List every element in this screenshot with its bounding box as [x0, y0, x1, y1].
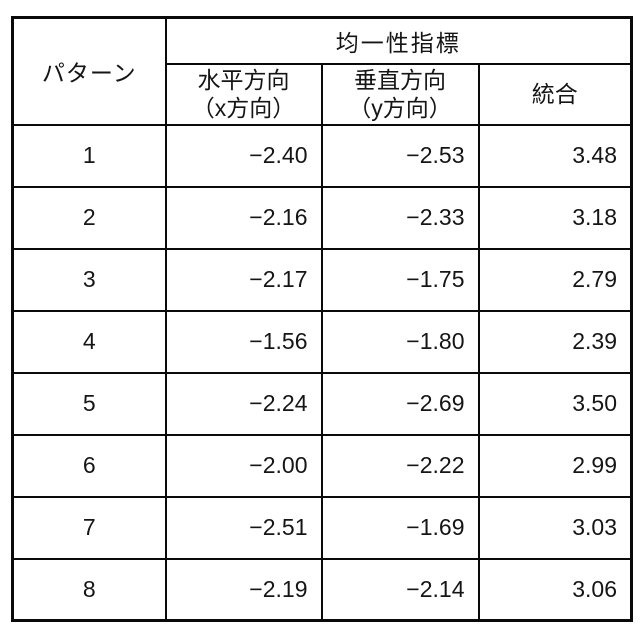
value-cell-x: −2.17 — [164, 247, 323, 312]
table-row: 3 −2.17 −1.75 2.79 — [11, 247, 633, 312]
header-horizontal: 水平方向 （x方向） — [164, 62, 323, 126]
table-row: 4 −1.56 −1.80 2.39 — [11, 309, 633, 374]
value-cell-total: 3.50 — [477, 371, 633, 436]
pattern-cell: 4 — [11, 309, 167, 374]
pattern-cell: 6 — [11, 433, 167, 498]
table-row: 8 −2.19 −2.14 3.06 — [11, 557, 633, 622]
value-cell-x: −2.16 — [164, 185, 323, 250]
pattern-cell: 3 — [11, 247, 167, 312]
table-row: 5 −2.24 −2.69 3.50 — [11, 371, 633, 436]
value-cell-y: −2.14 — [320, 557, 480, 622]
value-cell-y: −2.53 — [320, 123, 480, 188]
header-horizontal-line1: 水平方向 — [197, 67, 290, 93]
pattern-cell: 8 — [11, 557, 167, 622]
value-cell-x: −2.24 — [164, 371, 323, 436]
value-cell-total: 3.03 — [477, 495, 633, 560]
pattern-cell: 7 — [11, 495, 167, 560]
value-cell-y: −2.22 — [320, 433, 480, 498]
value-cell-total: 3.18 — [477, 185, 633, 250]
value-cell-x: −2.51 — [164, 495, 323, 560]
header-pattern: パターン — [11, 16, 167, 126]
header-total-line1: 統合 — [531, 81, 578, 107]
header-horizontal-line2: （x方向） — [191, 95, 296, 121]
value-cell-y: −1.75 — [320, 247, 480, 312]
value-cell-x: −2.00 — [164, 433, 323, 498]
pattern-cell: 1 — [11, 123, 167, 188]
value-cell-total: 2.39 — [477, 309, 633, 374]
value-cell-x: −1.56 — [164, 309, 323, 374]
header-total: 統合 — [477, 62, 633, 126]
uniformity-table: パターン 均一性指標 水平方向 （x方向） 垂直方向 （y方向） 統合 1 −2… — [11, 16, 633, 622]
value-cell-x: −2.19 — [164, 557, 323, 622]
table-row: 6 −2.00 −2.22 2.99 — [11, 433, 633, 498]
value-cell-total: 3.06 — [477, 557, 633, 622]
value-cell-y: −1.69 — [320, 495, 480, 560]
value-cell-total: 3.48 — [477, 123, 633, 188]
pattern-cell: 5 — [11, 371, 167, 436]
header-uniformity-group: 均一性指標 — [164, 16, 633, 65]
table-row: 7 −2.51 −1.69 3.03 — [11, 495, 633, 560]
table-row: 2 −2.16 −2.33 3.18 — [11, 185, 633, 250]
header-vertical-line1: 垂直方向 — [354, 67, 446, 93]
table-row: 1 −2.40 −2.53 3.48 — [11, 123, 633, 188]
header-vertical: 垂直方向 （y方向） — [320, 62, 480, 126]
value-cell-y: −1.80 — [320, 309, 480, 374]
value-cell-y: −2.33 — [320, 185, 480, 250]
header-vertical-line2: （y方向） — [348, 95, 452, 121]
value-cell-x: −2.40 — [164, 123, 323, 188]
value-cell-total: 2.79 — [477, 247, 633, 312]
value-cell-y: −2.69 — [320, 371, 480, 436]
pattern-cell: 2 — [11, 185, 167, 250]
value-cell-total: 2.99 — [477, 433, 633, 498]
